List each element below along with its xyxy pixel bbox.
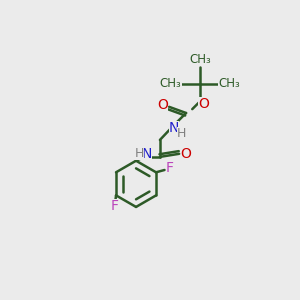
Text: N: N — [169, 122, 179, 135]
Text: CH₃: CH₃ — [189, 52, 211, 66]
Text: F: F — [166, 161, 174, 176]
Text: CH₃: CH₃ — [218, 77, 240, 90]
Text: O: O — [181, 147, 191, 161]
Text: N: N — [142, 147, 152, 161]
Text: O: O — [157, 98, 168, 112]
Text: CH₃: CH₃ — [160, 77, 182, 90]
Text: O: O — [198, 97, 209, 111]
Text: F: F — [110, 199, 118, 213]
Text: H: H — [134, 147, 144, 160]
Text: H: H — [177, 127, 186, 140]
